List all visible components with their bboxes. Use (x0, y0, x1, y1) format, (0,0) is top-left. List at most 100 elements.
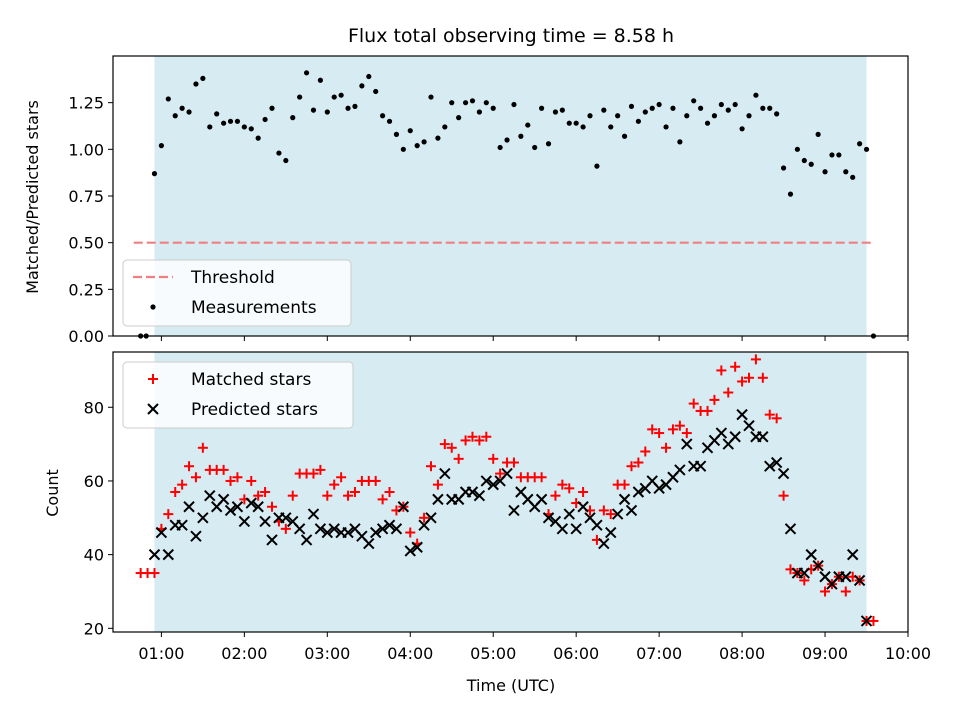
top-y-ticks: 0.00 0.25 0.50 0.75 1.00 1.25 (68, 94, 113, 346)
x-tick-label: 08:00 (719, 644, 765, 663)
measurement-point (165, 96, 171, 102)
matched-star-point (681, 428, 692, 439)
matched-star-point (488, 453, 499, 464)
predicted-star-point (397, 501, 410, 513)
predicted-star-point (176, 519, 188, 531)
matched-star-point (840, 586, 851, 597)
predicted-star-point (439, 467, 451, 480)
bottom-y-tick-label: 20 (84, 619, 104, 638)
measurement-point (241, 124, 247, 130)
bottom-legend-box (122, 361, 354, 429)
matched-star-point (197, 442, 208, 453)
measurement-point (504, 137, 510, 143)
measurement-point (442, 124, 448, 130)
predicted-star-point (217, 493, 230, 506)
measurement-point (373, 88, 379, 95)
matched-star-point (661, 442, 672, 453)
predicted-star-point (674, 464, 686, 476)
matched-star-point (460, 435, 471, 446)
matched-star-point (260, 487, 271, 497)
matched-star-point (170, 487, 181, 497)
predicted-star-point (425, 512, 437, 524)
matched-star-point (619, 479, 630, 490)
predicted-star-point (411, 541, 423, 553)
matched-star-point (674, 420, 685, 431)
bottom-plot-frame (112, 351, 909, 633)
predicted-star-point (715, 427, 728, 439)
measurement-point (476, 109, 482, 115)
matched-star-point (626, 461, 637, 472)
predicted-star-point (777, 467, 790, 480)
measurement-point (200, 75, 206, 81)
predicted-star-point (369, 526, 382, 539)
measurement-point (836, 152, 842, 158)
matched-star-point (771, 413, 782, 424)
predicted-star-point (542, 512, 555, 524)
measurement-point (532, 144, 538, 151)
predicted-star-point (204, 489, 216, 502)
measurement-point (428, 94, 434, 100)
measurement-point (780, 165, 787, 171)
predicted-star-point (162, 548, 175, 561)
matched-star-point (218, 464, 229, 475)
measurement-point (760, 105, 766, 111)
measurement-point (151, 171, 158, 177)
x-tick-label: 10:00 (885, 644, 931, 663)
measurement-point (435, 135, 441, 141)
predicted-star-point (383, 519, 396, 531)
matched-star-point (419, 512, 430, 523)
top-y-tick-label: 0.25 (68, 280, 104, 299)
matched-star-point (481, 431, 492, 442)
matched-star-point (737, 376, 748, 387)
measurement-point (407, 128, 413, 134)
top-legend-box (122, 259, 352, 327)
measurement-point (863, 146, 870, 152)
predicted-star-point (556, 523, 569, 535)
measurement-point (276, 150, 282, 156)
matched-star-point (253, 490, 264, 501)
predicted-star-point (501, 467, 513, 480)
predicted-star-point (376, 523, 389, 535)
measurement-point (621, 133, 628, 139)
measurement-point (234, 118, 241, 124)
predicted-star-point (183, 501, 195, 513)
matched-star-point (495, 468, 506, 479)
measurement-point (366, 73, 372, 80)
matched-star-point (163, 509, 174, 520)
measurement-point (310, 107, 317, 113)
measurement-point (815, 131, 821, 137)
matched-star-point (349, 487, 360, 497)
predicted-star-point (363, 537, 375, 550)
measurement-point (552, 109, 559, 115)
matched-star-point (633, 457, 644, 468)
predicted-star-point (307, 508, 320, 520)
measurement-point (221, 120, 227, 126)
measurement-point (449, 100, 455, 106)
measurement-point (691, 98, 697, 104)
measurement-point (497, 144, 503, 151)
x-tick-label: 09:00 (802, 644, 848, 663)
measurement-point (207, 124, 213, 130)
measurement-point (635, 118, 641, 124)
measurement-point (767, 105, 773, 111)
matched-star-point (564, 483, 575, 494)
measurement-point (518, 133, 524, 139)
matched-star-point (654, 428, 665, 439)
predicted-star-point (798, 567, 811, 579)
matched-star-point (730, 361, 741, 372)
measurement-point (539, 105, 545, 111)
measurement-point (857, 141, 863, 147)
x-tick-label: 01:00 (138, 644, 184, 663)
matched-star-point (426, 461, 436, 472)
matched-star-point (308, 468, 319, 479)
matched-star-point (605, 509, 616, 520)
matched-star-point (688, 398, 699, 409)
predicted-star-point (681, 438, 693, 450)
measurement-point (193, 81, 199, 87)
predicted-star-point (487, 478, 499, 491)
matched-star-point (453, 453, 464, 464)
predicted-star-point (508, 504, 520, 517)
measurement-point (580, 124, 586, 130)
predicted-star-point (591, 519, 603, 531)
predicted-star-point (314, 523, 327, 535)
